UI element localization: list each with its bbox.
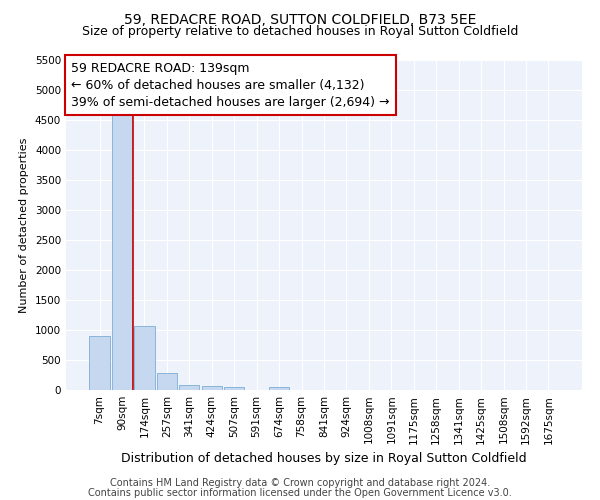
Bar [179,384,199,390]
Bar [269,388,289,390]
Y-axis label: Number of detached properties: Number of detached properties [19,138,29,312]
Bar [134,326,155,390]
Text: Contains HM Land Registry data © Crown copyright and database right 2024.: Contains HM Land Registry data © Crown c… [110,478,490,488]
Text: Contains public sector information licensed under the Open Government Licence v3: Contains public sector information licen… [88,488,512,498]
Text: 59 REDACRE ROAD: 139sqm
← 60% of detached houses are smaller (4,132)
39% of semi: 59 REDACRE ROAD: 139sqm ← 60% of detache… [71,62,389,108]
Bar [157,372,177,390]
Bar [89,336,110,390]
Text: Size of property relative to detached houses in Royal Sutton Coldfield: Size of property relative to detached ho… [82,25,518,38]
Text: 59, REDACRE ROAD, SUTTON COLDFIELD, B73 5EE: 59, REDACRE ROAD, SUTTON COLDFIELD, B73 … [124,12,476,26]
X-axis label: Distribution of detached houses by size in Royal Sutton Coldfield: Distribution of detached houses by size … [121,452,527,465]
Bar [224,388,244,390]
Bar [112,114,132,390]
Bar [202,386,222,390]
